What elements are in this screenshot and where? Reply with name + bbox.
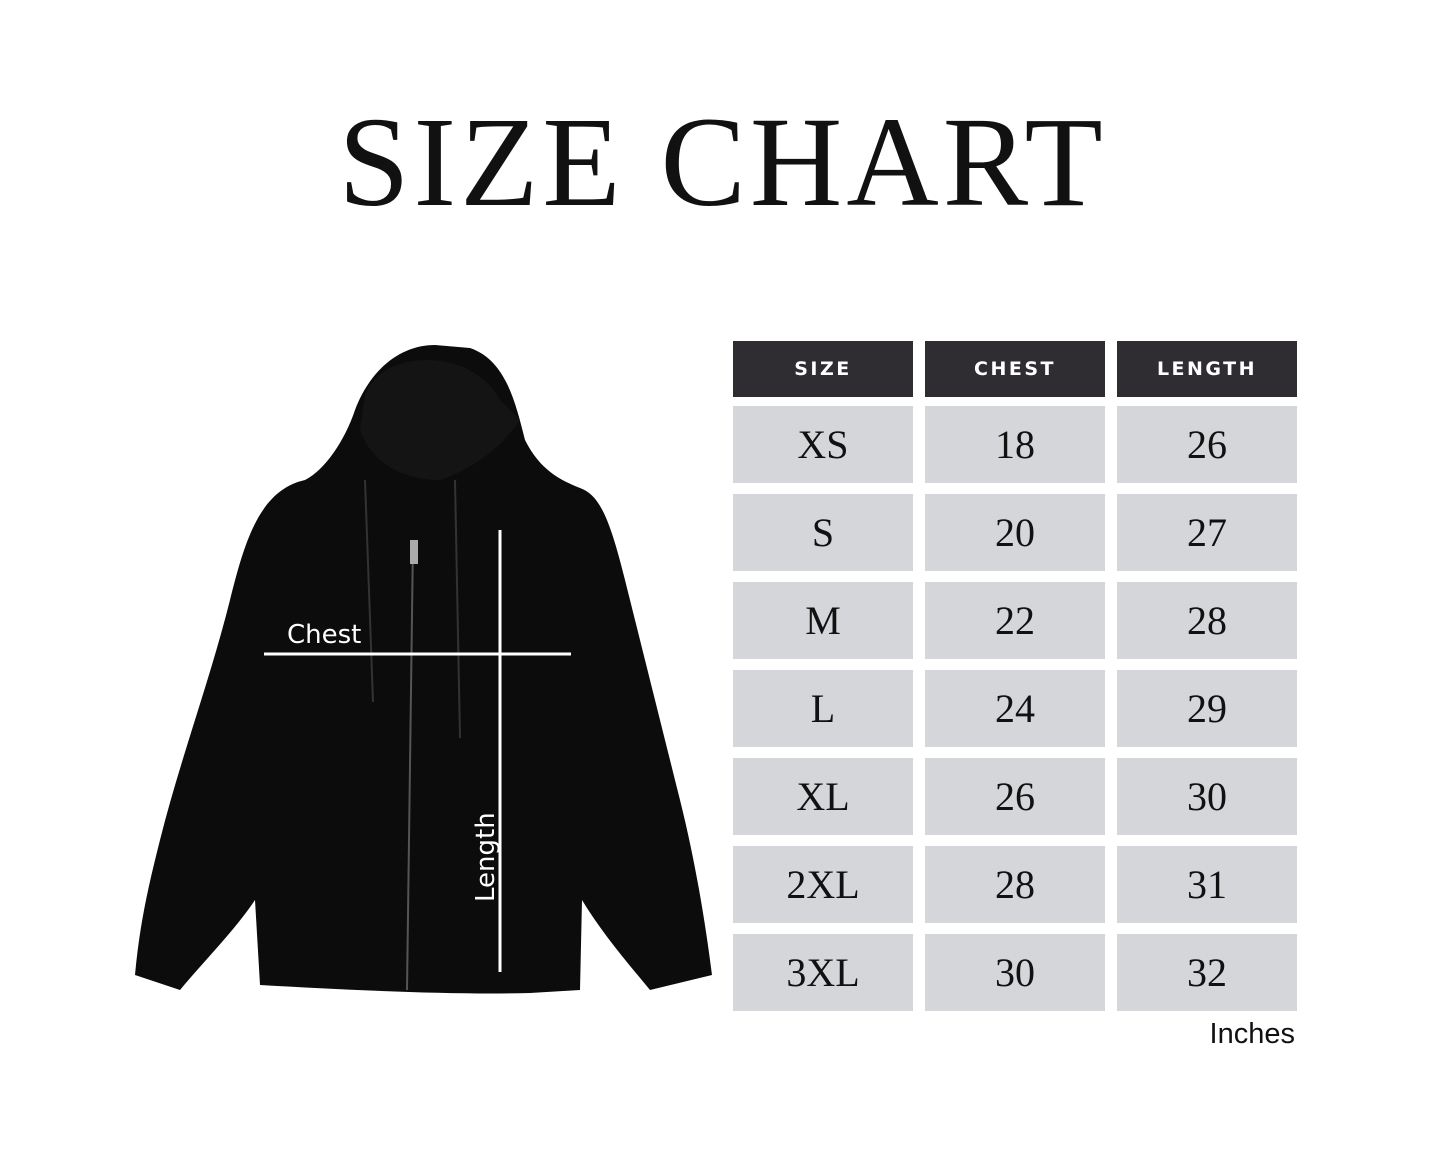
table-cell: 22 [925,582,1105,659]
table-cell: 18 [925,406,1105,483]
table-cell: 24 [925,670,1105,747]
zipper-pull [410,540,418,564]
table-cell: 26 [925,758,1105,835]
column-header: CHEST [925,341,1105,397]
table-cell: 3XL [733,934,913,1011]
table-cell: 31 [1117,846,1297,923]
page-title: SIZE CHART [338,91,1107,233]
table-cell: M [733,582,913,659]
hoodie-image [135,345,712,994]
table-cell: 30 [925,934,1105,1011]
table-cell: 26 [1117,406,1297,483]
table-cell: 2XL [733,846,913,923]
table-cell: 20 [925,494,1105,571]
table-cell: 28 [1117,582,1297,659]
table-cell: 28 [925,846,1105,923]
unit-label: Inches [1209,1018,1295,1050]
table-cell: L [733,670,913,747]
column-header: LENGTH [1117,341,1297,397]
table-cell: XL [733,758,913,835]
table-cell: S [733,494,913,571]
column-header: SIZE [733,341,913,397]
table-cell: 32 [1117,934,1297,1011]
length-label: Length [471,812,501,902]
chest-label: Chest [287,620,361,650]
table-cell: XS [733,406,913,483]
zipper [406,539,414,991]
table-cell: 30 [1117,758,1297,835]
table-cell: 27 [1117,494,1297,571]
table-cell: 29 [1117,670,1297,747]
